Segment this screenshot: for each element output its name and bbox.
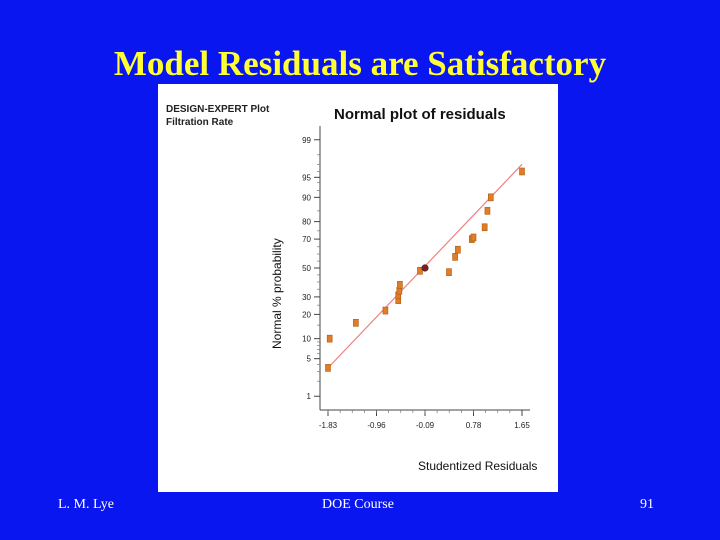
x-tick-label: -0.96 [367,421,386,430]
x-tick-label: 0.78 [466,421,482,430]
residual-point[interactable] [325,364,331,372]
residual-point[interactable] [417,266,423,275]
chart-title: Normal plot of residuals [334,106,506,123]
chart-figure: DESIGN-EXPERT Plot Filtration Rate Norma… [158,84,558,492]
residual-point[interactable] [487,193,494,202]
x-tick-label: -0.09 [416,421,435,430]
residual-point[interactable] [455,245,461,254]
software-label: DESIGN-EXPERT Plot [166,104,270,115]
x-axis-label: Studentized Residuals [418,459,537,473]
y-axis-label: Normal % probability [270,238,284,349]
residual-point[interactable] [446,268,452,276]
residual-point[interactable] [326,334,333,343]
footer-page-number: 91 [640,497,654,512]
y-tick-label: 99 [302,136,311,145]
residual-point[interactable] [481,223,488,232]
footer-course: DOE Course [322,497,394,512]
response-label: Filtration Rate [166,117,234,128]
residual-point[interactable] [484,207,491,215]
y-tick-label: 80 [302,218,311,227]
x-tick-label: -1.83 [319,421,338,430]
y-tick-label: 95 [302,173,311,182]
residual-point[interactable] [452,253,458,261]
x-tick-label: 1.65 [514,421,530,430]
footer-author: L. M. Lye [58,497,114,512]
y-tick-label: 20 [302,310,311,319]
residual-point[interactable] [382,306,389,315]
y-tick-label: 10 [302,335,311,344]
slide-title: Model Residuals are Satisfactory [113,44,607,83]
normal-probability-plot: DESIGN-EXPERT Plot Filtration Rate Norma… [166,104,537,473]
residual-point[interactable] [519,167,525,176]
y-tick-label: 1 [307,392,312,401]
y-tick-label: 5 [307,355,312,364]
y-tick-label: 30 [302,293,311,302]
highlighted-residual-point[interactable] [421,264,429,272]
residual-point[interactable] [397,281,403,289]
residual-point[interactable] [353,319,359,327]
y-tick-label: 90 [302,193,311,202]
y-tick-label: 50 [302,264,311,273]
y-tick-label: 70 [302,235,311,244]
residual-point[interactable] [470,233,477,242]
